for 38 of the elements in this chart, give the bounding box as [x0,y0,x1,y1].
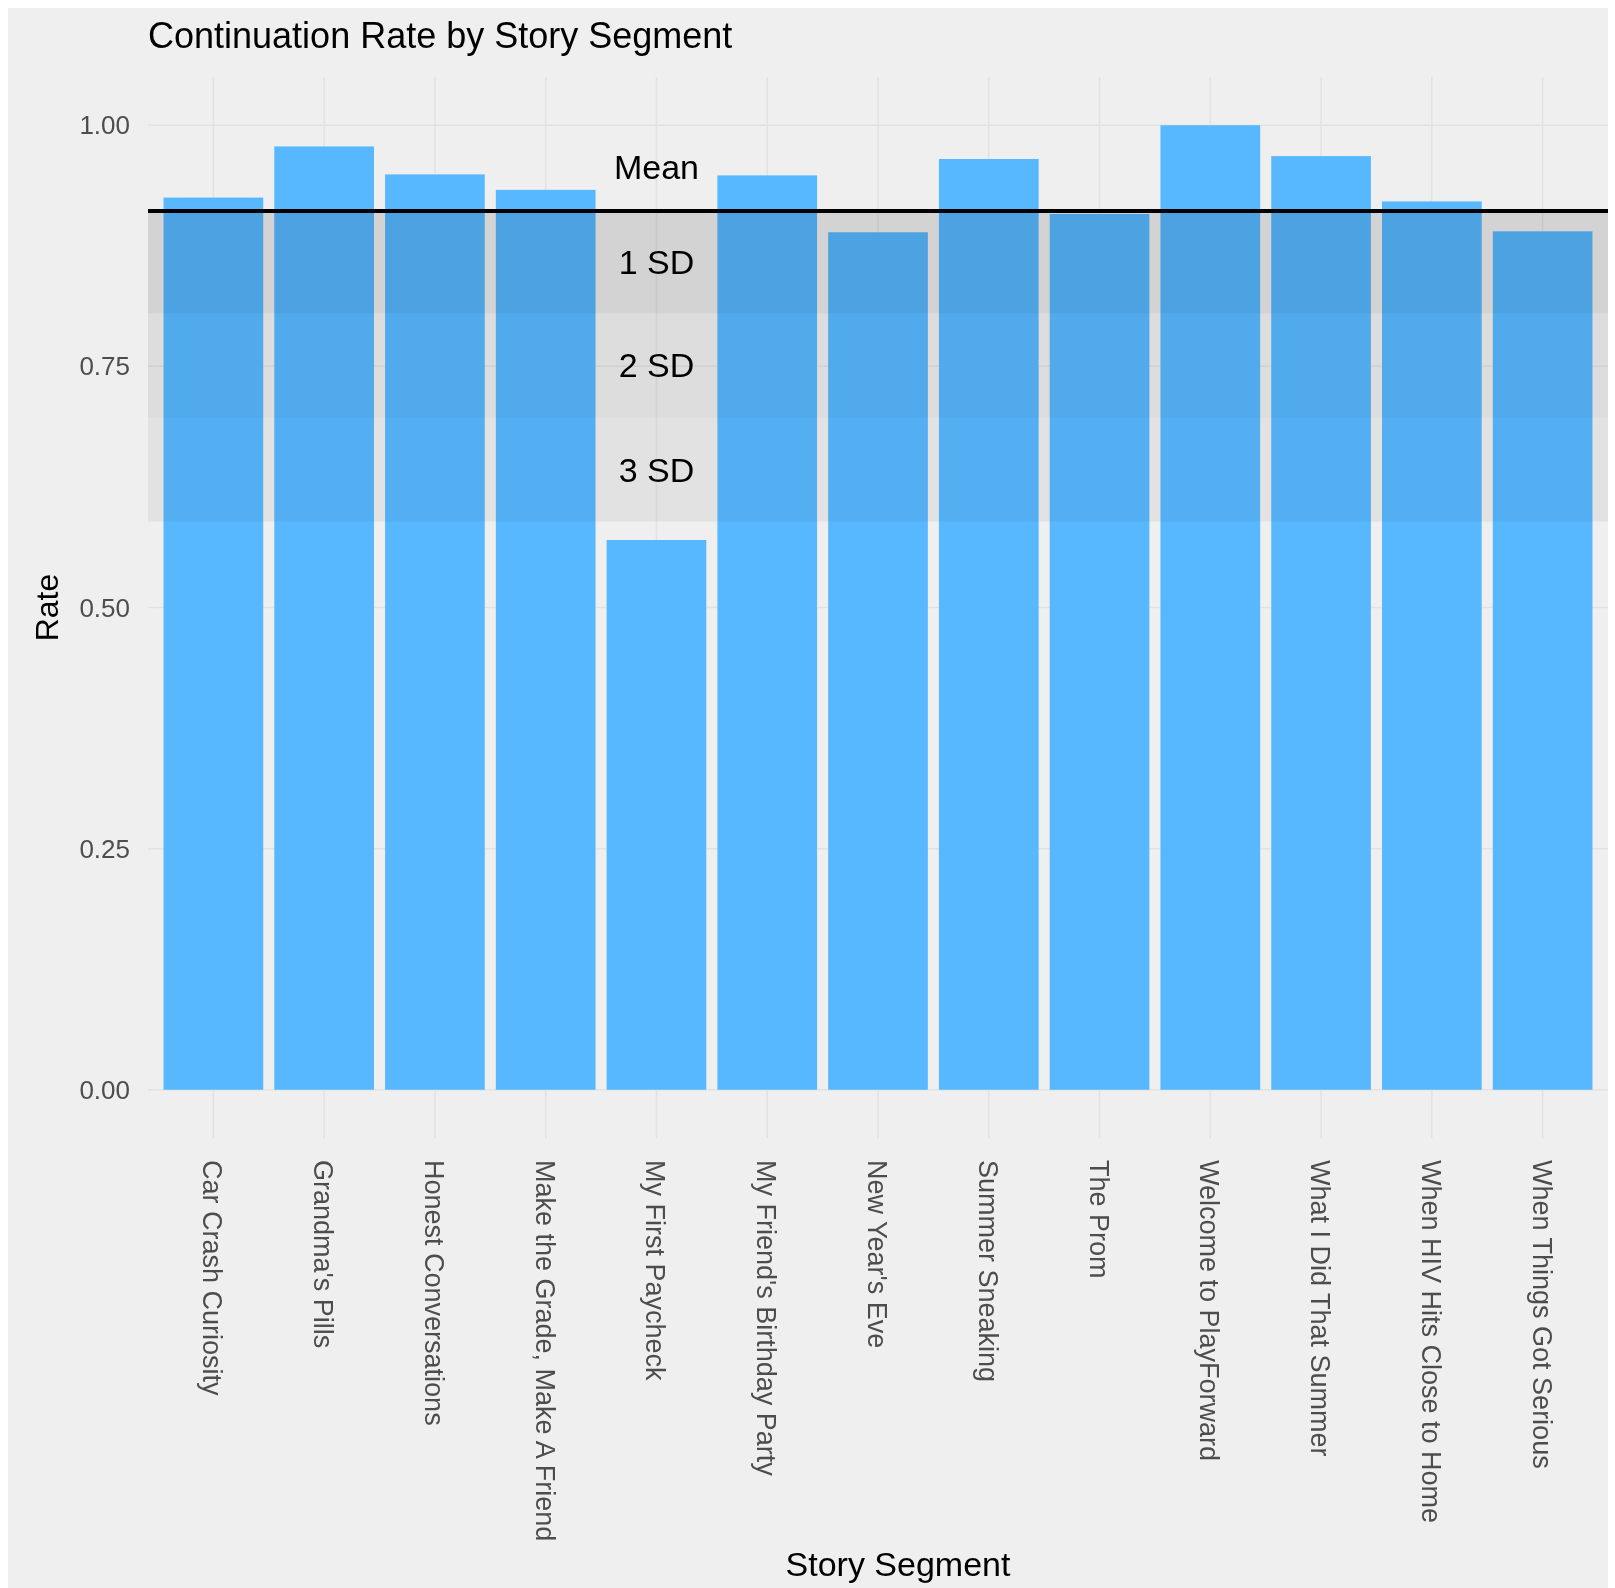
bar [1271,156,1371,1090]
chart-title: Continuation Rate by Story Segment [148,15,733,56]
y-axis-title: Rate [29,573,65,642]
bar [1160,125,1261,1090]
band-label: 1 SD [618,243,695,282]
band-label: 2 SD [618,346,695,385]
x-tick-label: When HIV Hits Close to Home [1415,1160,1446,1524]
bar [495,189,596,1090]
bar [717,175,818,1090]
bar [938,158,1039,1090]
bar [1492,231,1593,1090]
x-tick-label: New Year's Eve [862,1160,892,1349]
bar [163,197,264,1090]
y-tick-label: 0.25 [79,833,130,864]
x-tick-label: Honest Conversations [418,1160,449,1426]
x-tick-label: Grandma's Pills [308,1160,339,1349]
x-tick-label: When Things Got Serious [1526,1160,1557,1469]
bar [606,539,707,1090]
ref-line-label: Mean [613,148,699,187]
band-label: 3 SD [618,450,695,489]
y-tick-label: 0.75 [79,351,130,382]
bar [1382,201,1482,1090]
y-tick-label: 1.00 [79,110,130,141]
x-tick-label: Welcome to PlayForward [1194,1160,1225,1462]
x-tick-label: Car Crash Curiosity [197,1160,228,1397]
x-tick-label: My Friend's Birthday Party [751,1160,782,1477]
bar [828,232,928,1090]
x-tick-label: Make the Grade, Make A Friend [529,1160,560,1542]
y-tick-label: 0.00 [79,1074,130,1105]
x-tick-label: Summer Sneaking [972,1160,1003,1383]
y-tick-label: 0.50 [79,592,130,623]
bar [1049,213,1150,1090]
x-axis-title: Story Segment [785,1545,1011,1583]
bar [385,174,485,1090]
x-tick-label: My First Paycheck [640,1160,671,1382]
bar [274,146,374,1090]
x-tick-label: The Prom [1083,1160,1114,1279]
x-tick-label: What I Did That Summer [1305,1160,1336,1457]
